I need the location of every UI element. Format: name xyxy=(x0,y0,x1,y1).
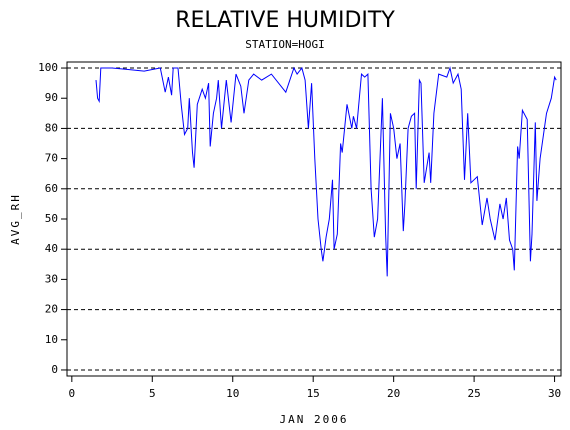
x-tick-label: 25 xyxy=(467,387,480,400)
x-tick-label: 20 xyxy=(387,387,400,400)
y-tick-label: 70 xyxy=(45,152,58,165)
x-tick-label: 0 xyxy=(69,387,76,400)
y-tick-label: 30 xyxy=(45,272,58,285)
y-tick-label: 40 xyxy=(45,242,58,255)
plot-frame xyxy=(66,61,562,377)
y-tick-label: 20 xyxy=(45,303,58,316)
x-tick-label: 15 xyxy=(307,387,320,400)
data-line xyxy=(95,66,557,277)
chart-subtitle: STATION=HOGI xyxy=(245,38,324,51)
y-tick-label: 0 xyxy=(51,363,58,376)
y-tick-label: 100 xyxy=(38,61,58,74)
y-tick-label: 50 xyxy=(45,212,58,225)
y-tick-label: 90 xyxy=(45,91,58,104)
y-tick-label: 60 xyxy=(45,182,58,195)
chart-title: RELATIVE HUMIDITY xyxy=(175,8,395,33)
y-tick-label: 80 xyxy=(45,121,58,134)
x-axis-label: JAN 2006 xyxy=(280,413,349,426)
x-tick-label: 10 xyxy=(226,387,239,400)
x-tick-label: 5 xyxy=(149,387,156,400)
x-tick-label: 30 xyxy=(548,387,561,400)
y-tick-label: 10 xyxy=(45,333,58,346)
y-axis-label: AVG_RH xyxy=(9,193,22,245)
